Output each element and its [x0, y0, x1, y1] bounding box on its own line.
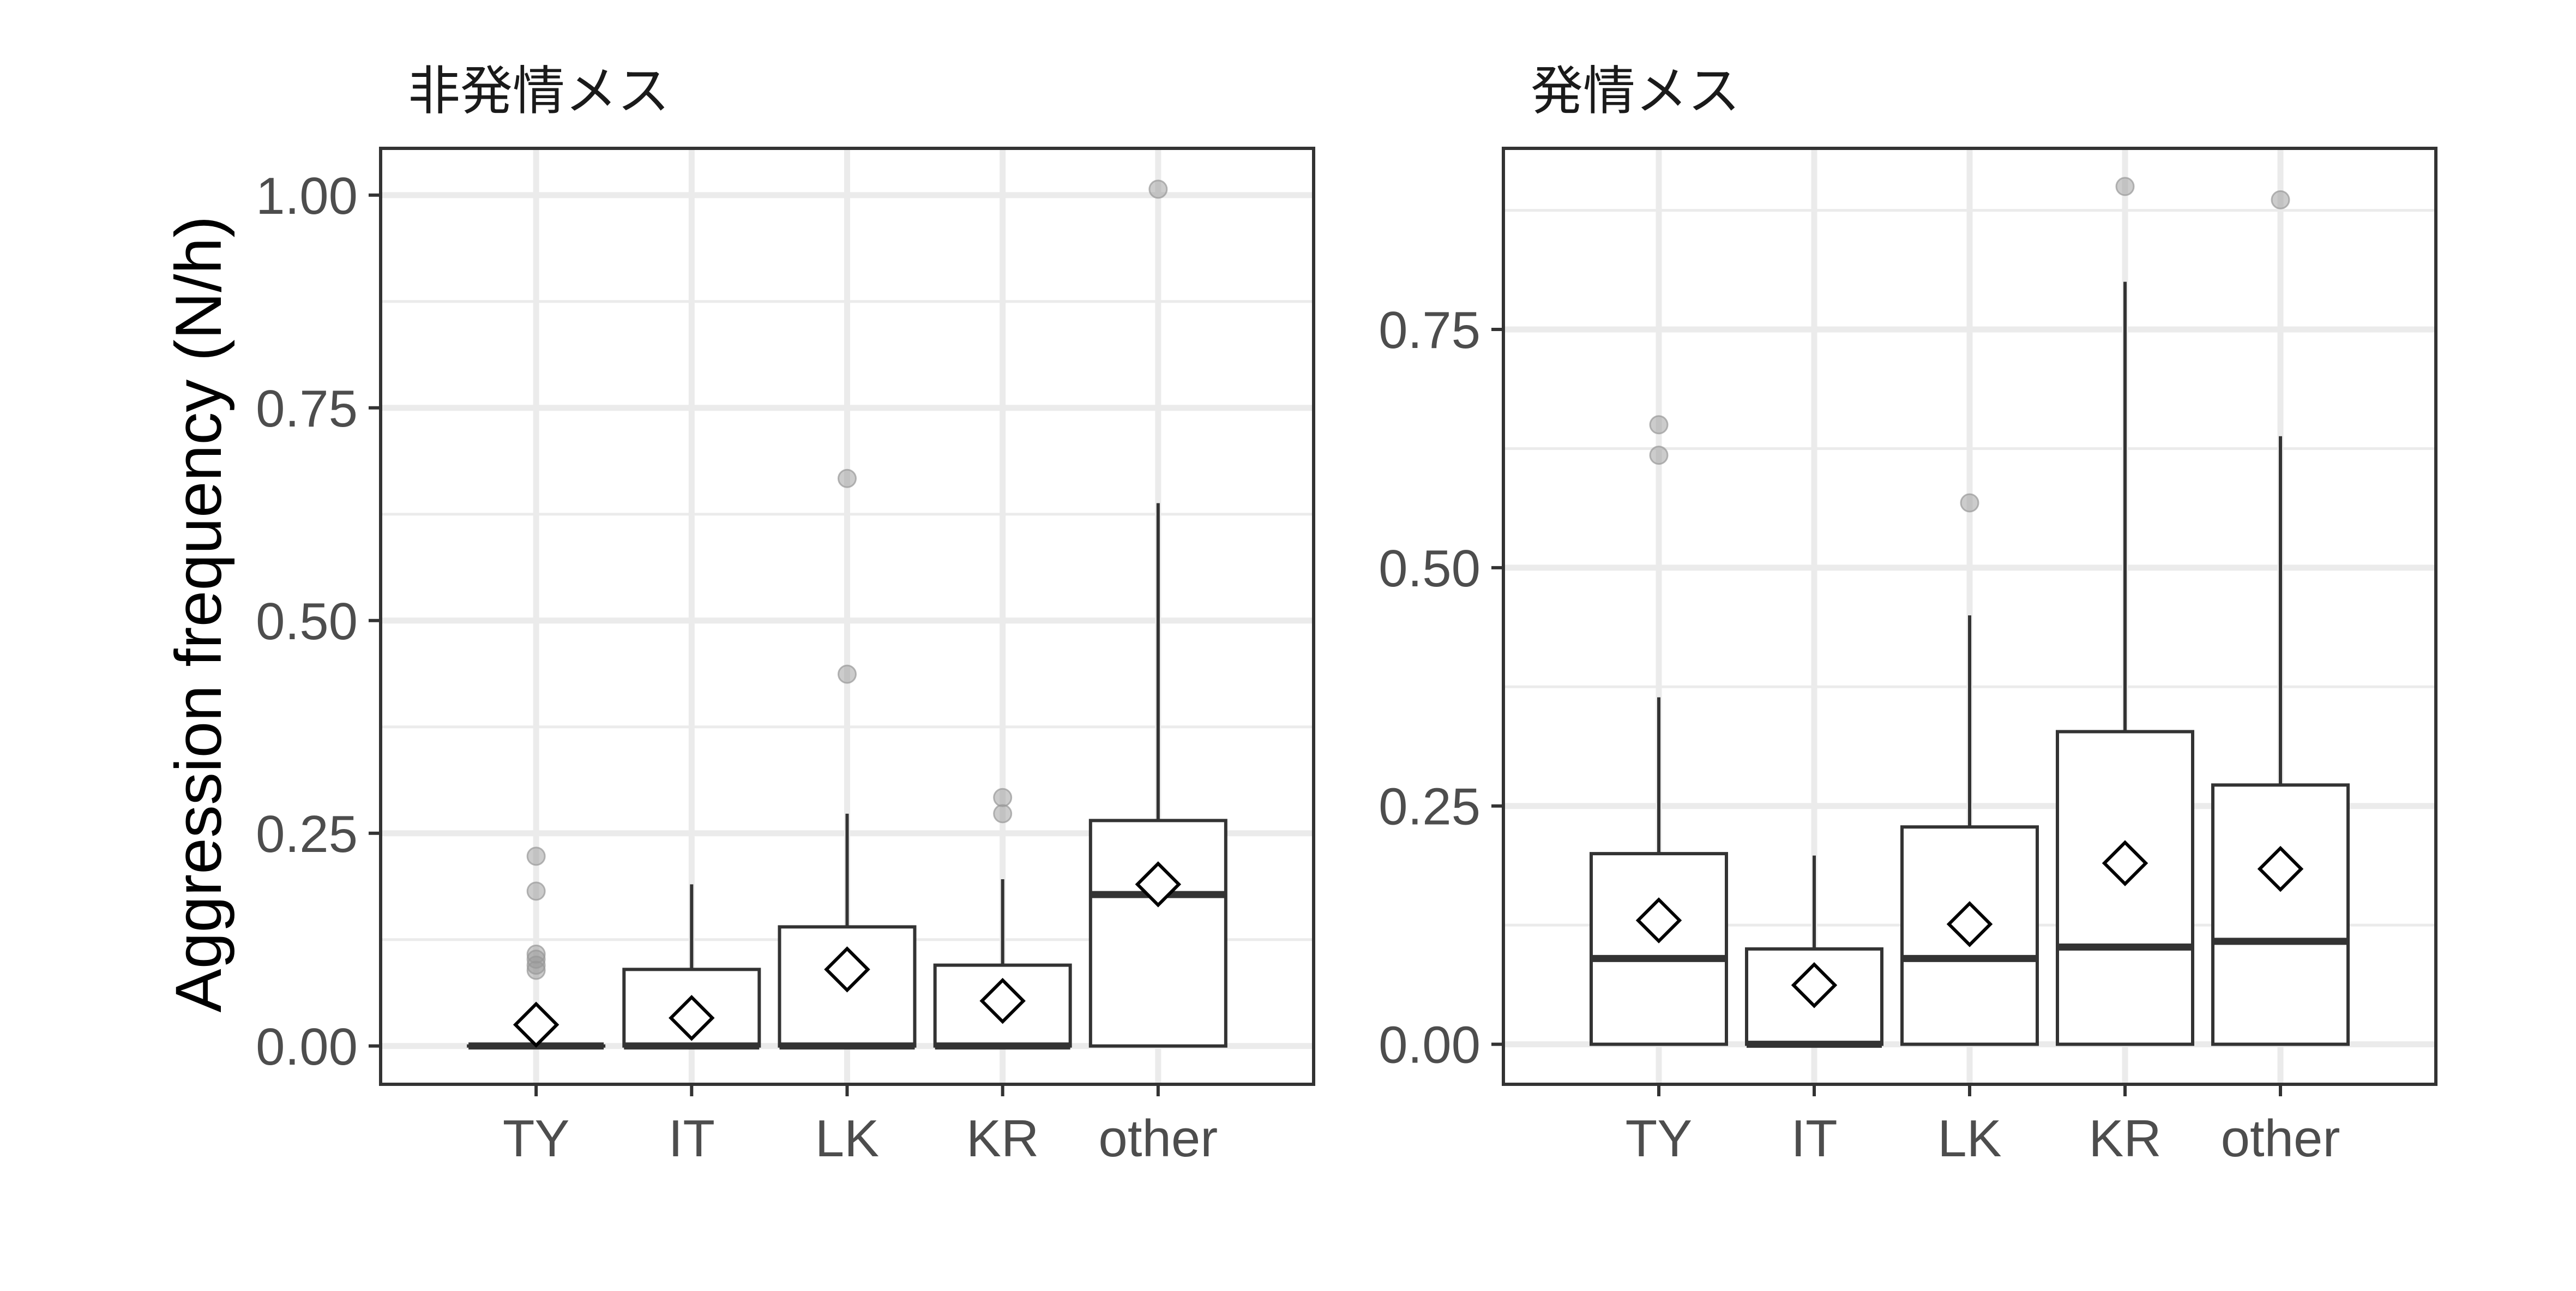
- outlier-point: [2116, 178, 2134, 195]
- x-tick-label: TY: [503, 1109, 570, 1168]
- x-tick-label: other: [1098, 1109, 1218, 1168]
- x-tick-label: TY: [1626, 1109, 1693, 1168]
- panel-title: 非発情メス: [408, 61, 670, 122]
- outlier-point: [1149, 181, 1167, 198]
- y-tick-label: 0.00: [1379, 1016, 1480, 1074]
- outlier-point: [994, 805, 1012, 822]
- panel-2: 0.00 0.25 0.50 0.75 TY IT LK KR other 発情メス: [1379, 61, 2436, 1168]
- box-body: [2213, 785, 2348, 1044]
- y-tick-label: 0.75: [1379, 301, 1480, 359]
- outlier-point: [2272, 191, 2289, 208]
- outlier-point: [1650, 447, 1668, 464]
- x-tick-label: IT: [1791, 1109, 1837, 1168]
- y-tick-label: 0.50: [256, 592, 358, 651]
- y-tick-label: 0.00: [256, 1018, 358, 1076]
- outlier-point: [839, 665, 856, 683]
- outlier-point: [527, 848, 545, 865]
- y-tick-label: 0.50: [1379, 539, 1480, 598]
- x-tick-label: LK: [815, 1109, 879, 1168]
- panel-title: 発情メス: [1531, 61, 1740, 122]
- x-tick-label: LK: [1937, 1109, 2001, 1168]
- x-tick-label: IT: [669, 1109, 715, 1168]
- y-tick-label: 0.75: [256, 380, 358, 438]
- box-body: [1091, 820, 1226, 1046]
- outlier-point: [1961, 494, 1978, 512]
- outlier-point: [1650, 416, 1668, 434]
- outlier-point: [839, 470, 856, 487]
- y-tick-label: 0.25: [256, 805, 358, 863]
- outlier-point: [527, 882, 545, 900]
- x-tick-label: KR: [2089, 1109, 2161, 1168]
- x-tick-label: KR: [966, 1109, 1039, 1168]
- y-tick-label: 0.25: [1379, 778, 1480, 836]
- outlier-point: [527, 962, 545, 979]
- box-body: [2057, 731, 2193, 1044]
- y-axis-title: Aggression frequency (N/h): [162, 216, 235, 1013]
- panel-1: 0.00 0.25 0.50 0.75 1.00 TY IT LK KR other 非発情メス: [256, 61, 1314, 1168]
- box-body: [1591, 854, 1726, 1044]
- outlier-point: [994, 789, 1012, 806]
- y-tick-label: 1.00: [256, 167, 358, 225]
- x-tick-label: other: [2221, 1109, 2340, 1168]
